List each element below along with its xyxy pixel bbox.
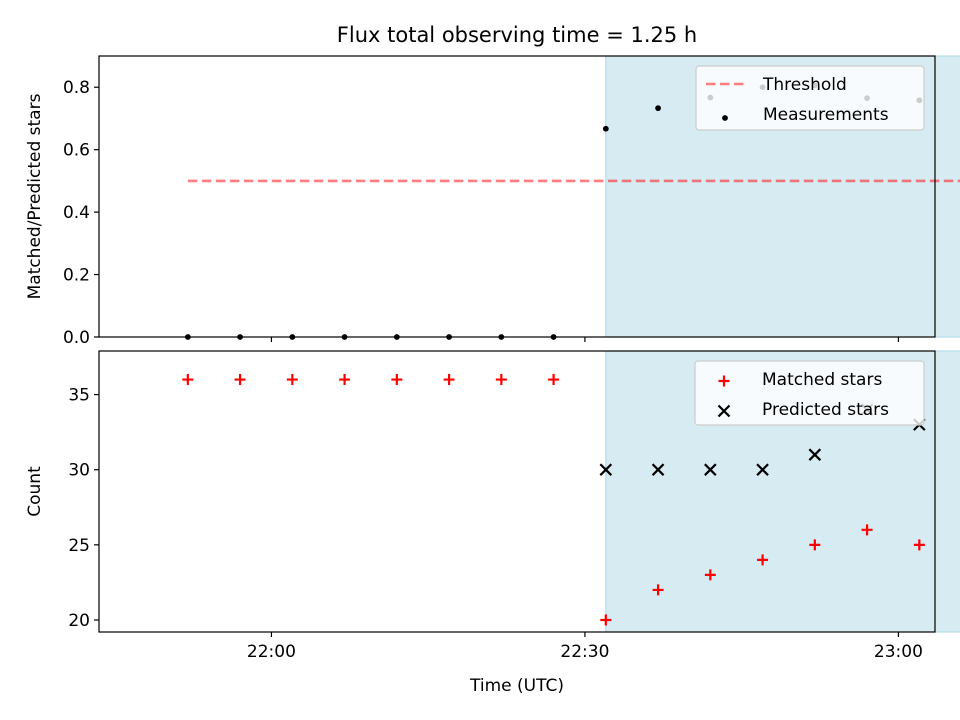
legend-box <box>694 360 925 426</box>
predicted-star-point <box>651 463 665 476</box>
x-tick-label: 23:00 <box>874 642 923 662</box>
y-axis-label: Matched/Predicted stars <box>25 93 45 299</box>
legend-matched-swatch <box>718 375 730 387</box>
legend-box <box>695 65 925 131</box>
top-panel: 0.0 0.2 0.4 0.6 0.8 Matched/Predicted stars Th… <box>25 55 960 348</box>
axes-frame <box>98 350 936 633</box>
matched-star-point <box>913 539 925 551</box>
matched-star-point <box>704 569 716 581</box>
matched-star-point <box>495 374 507 386</box>
x-tick-label: 22:00 <box>247 642 296 662</box>
matched-star-point <box>809 539 821 551</box>
axes-frame <box>98 55 936 338</box>
y-axis-label: Count <box>25 466 45 517</box>
measurement-point <box>655 105 661 112</box>
matched-star-point <box>443 374 455 386</box>
predicted-star-point <box>756 463 769 476</box>
matched-star-point <box>861 524 873 536</box>
y-tick-label: 30 <box>68 461 90 481</box>
matched-star-point <box>548 374 560 386</box>
matched-star-point <box>286 374 298 386</box>
predicted-star-point <box>808 448 822 461</box>
y-tick-label: 0.0 <box>63 328 90 348</box>
y-tick-label: 35 <box>68 386 90 406</box>
matched-star-point <box>652 584 664 596</box>
matched-star-point <box>600 614 612 626</box>
legend-predicted-swatch <box>717 404 731 418</box>
y-tick-label: 0.6 <box>63 141 90 161</box>
legend-label: Matched stars <box>762 370 882 390</box>
legend-label: Threshold <box>762 75 847 95</box>
predicted-star-point <box>599 463 613 476</box>
y-tick-label: 20 <box>68 611 90 631</box>
y-tick-label: 0.8 <box>63 78 90 98</box>
matched-star-point <box>339 374 351 386</box>
bottom-panel: 2025303522:0022:3023:0023:3000:0000:3001… <box>25 350 960 696</box>
y-tick-label: 0.2 <box>63 266 90 286</box>
x-tick-label: 22:30 <box>560 642 609 662</box>
predicted-star-point <box>704 463 717 476</box>
matched-star-point <box>757 554 769 566</box>
x-axis-label: Time (UTC) <box>469 676 564 696</box>
legend-label: Predicted stars <box>762 400 889 420</box>
measurement-point <box>602 125 609 132</box>
matched-star-point <box>391 374 403 386</box>
legend-measurement-swatch <box>722 115 728 121</box>
matched-star-point <box>234 374 246 386</box>
matched-star-point <box>182 374 194 386</box>
chart-title: Flux total observing time = 1.25 h <box>337 23 697 47</box>
y-tick-label: 0.4 <box>63 203 90 223</box>
y-tick-label: 25 <box>68 536 90 556</box>
legend-label: Measurements <box>763 105 889 125</box>
